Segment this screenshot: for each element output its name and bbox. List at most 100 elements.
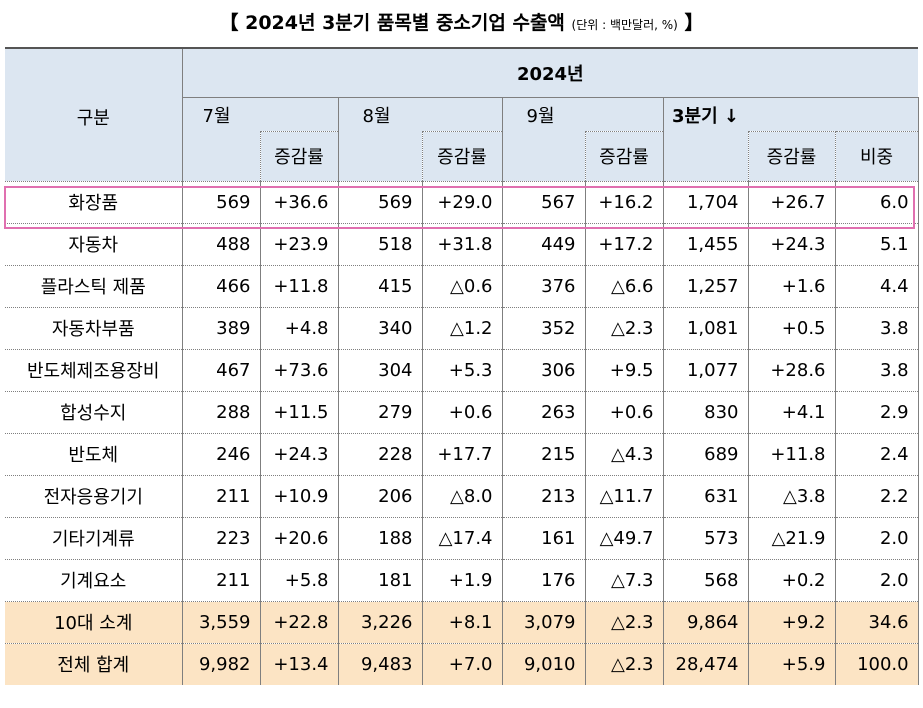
cell-aug-g: +31.8 <box>422 222 503 265</box>
title-close-bracket: 】 <box>684 12 704 34</box>
header-growth-q3: 증감률 <box>747 130 836 181</box>
cell-jul: 288 <box>182 390 261 433</box>
cell-sep-g: +9.5 <box>585 348 664 391</box>
cell-aug: 340 <box>338 306 423 349</box>
cell-q3-g: +0.2 <box>748 558 836 601</box>
header-spacer <box>748 97 835 131</box>
cell-q3-g: +0.5 <box>748 306 836 349</box>
cell-jul-g: +23.9 <box>260 222 339 265</box>
cell-aug-g: △0.6 <box>422 264 503 307</box>
cell-q3-g: +9.2 <box>748 600 836 643</box>
cell-q3: 568 <box>663 558 749 601</box>
header-growth-jul: 증감률 <box>259 130 339 181</box>
table-row: 플라스틱 제품 466 +11.8 415 △0.6 376 △6.6 1,257 +1.6 4.… <box>5 264 919 307</box>
header-month-jul: 7월 <box>182 97 260 181</box>
cell-q3: 631 <box>663 474 749 517</box>
cell-name: 기계요소 <box>5 558 183 601</box>
cell-name: 플라스틱 제품 <box>5 264 183 307</box>
cell-sep: 3,079 <box>502 600 586 643</box>
cell-aug: 3,226 <box>338 600 423 643</box>
cell-aug: 415 <box>338 264 423 307</box>
title-unit: (단위 : 백만달러, %) <box>571 18 678 32</box>
cell-aug: 9,483 <box>338 642 423 685</box>
header-q3-cell[interactable]: 3분기 ↓ <box>663 97 748 181</box>
cell-sep-g: △2.3 <box>585 306 664 349</box>
cell-sep: 352 <box>502 306 586 349</box>
cell-q3: 1,455 <box>663 222 749 265</box>
cell-aug: 181 <box>338 558 423 601</box>
cell-aug: 518 <box>338 222 423 265</box>
cell-q3: 1,081 <box>663 306 749 349</box>
cell-jul: 223 <box>182 516 261 559</box>
cell-jul-g: +36.6 <box>260 180 339 223</box>
cell-jul-g: +4.8 <box>260 306 339 349</box>
cell-jul: 246 <box>182 432 261 475</box>
cell-q3-g: +28.6 <box>748 348 836 391</box>
cell-jul: 3,559 <box>182 600 261 643</box>
header-q3: 3분기 <box>671 105 718 127</box>
cell-name: 자동차 <box>5 222 183 265</box>
cell-share: 6.0 <box>835 180 919 223</box>
cell-aug: 569 <box>338 180 423 223</box>
cell-aug-g: +8.1 <box>422 600 503 643</box>
cell-jul-g: +11.8 <box>260 264 339 307</box>
cell-aug: 304 <box>338 348 423 391</box>
header-month-sep: 9월 <box>502 97 585 181</box>
cell-share: 2.4 <box>835 432 919 475</box>
cell-sep: 9,010 <box>502 642 586 685</box>
cell-aug-g: +17.7 <box>422 432 503 475</box>
cell-share: 2.0 <box>835 516 919 559</box>
table-body: 화장품 569 +36.6 569 +29.0 567 +16.2 1,704 +26.7 6.0… <box>5 180 919 685</box>
cell-share: 3.8 <box>835 306 919 349</box>
cell-sep-g: △6.6 <box>585 264 664 307</box>
cell-sep: 213 <box>502 474 586 517</box>
cell-aug-g: △8.0 <box>422 474 503 517</box>
cell-sep-g: +16.2 <box>585 180 664 223</box>
cell-jul-g: +11.5 <box>260 390 339 433</box>
cell-share: 3.8 <box>835 348 919 391</box>
cell-jul-g: +5.8 <box>260 558 339 601</box>
cell-jul-g: +24.3 <box>260 432 339 475</box>
cell-aug-g: +29.0 <box>422 180 503 223</box>
cell-aug-g: +5.3 <box>422 348 503 391</box>
header-share: 비중 <box>835 130 919 181</box>
cell-q3-g: +26.7 <box>748 180 836 223</box>
cell-aug-g: △17.4 <box>422 516 503 559</box>
cell-sep-g: △4.3 <box>585 432 664 475</box>
cell-q3: 1,257 <box>663 264 749 307</box>
cell-q3-g: +5.9 <box>748 642 836 685</box>
cell-name: 합성수지 <box>5 390 183 433</box>
cell-jul: 9,982 <box>182 642 261 685</box>
cell-q3-g: △3.8 <box>748 474 836 517</box>
cell-jul: 389 <box>182 306 261 349</box>
cell-q3: 28,474 <box>663 642 749 685</box>
table-row: 반도체제조용장비 467 +73.6 304 +5.3 306 +9.5 1,077 +28.6… <box>5 348 919 391</box>
cell-q3: 1,704 <box>663 180 749 223</box>
cell-share: 2.0 <box>835 558 919 601</box>
table-title: 【 2024년 3분기 품목별 중소기업 수출액 (단위 : 백만달러, %) … <box>0 8 923 35</box>
cell-q3: 573 <box>663 516 749 559</box>
cell-name: 화장품 <box>5 180 183 223</box>
cell-jul: 467 <box>182 348 261 391</box>
cell-name: 10대 소계 <box>5 600 183 643</box>
cell-sep-g: +17.2 <box>585 222 664 265</box>
cell-q3-g: △21.9 <box>748 516 836 559</box>
cell-q3: 9,864 <box>663 600 749 643</box>
cell-sep-g: △11.7 <box>585 474 664 517</box>
cell-sep: 215 <box>502 432 586 475</box>
cell-q3: 689 <box>663 432 749 475</box>
cell-jul-g: +73.6 <box>260 348 339 391</box>
sort-descending-icon[interactable]: ↓ <box>723 105 740 127</box>
cell-jul-g: +20.6 <box>260 516 339 559</box>
cell-q3-g: +1.6 <box>748 264 836 307</box>
cell-sep-g: △2.3 <box>585 600 664 643</box>
cell-aug-g: +0.6 <box>422 390 503 433</box>
cell-jul: 488 <box>182 222 261 265</box>
cell-share: 2.2 <box>835 474 919 517</box>
cell-jul: 569 <box>182 180 261 223</box>
cell-sep: 376 <box>502 264 586 307</box>
cell-jul: 466 <box>182 264 261 307</box>
cell-name: 전체 합계 <box>5 642 183 685</box>
cell-name: 전자응용기기 <box>5 474 183 517</box>
header-year: 2024년 <box>182 47 919 98</box>
